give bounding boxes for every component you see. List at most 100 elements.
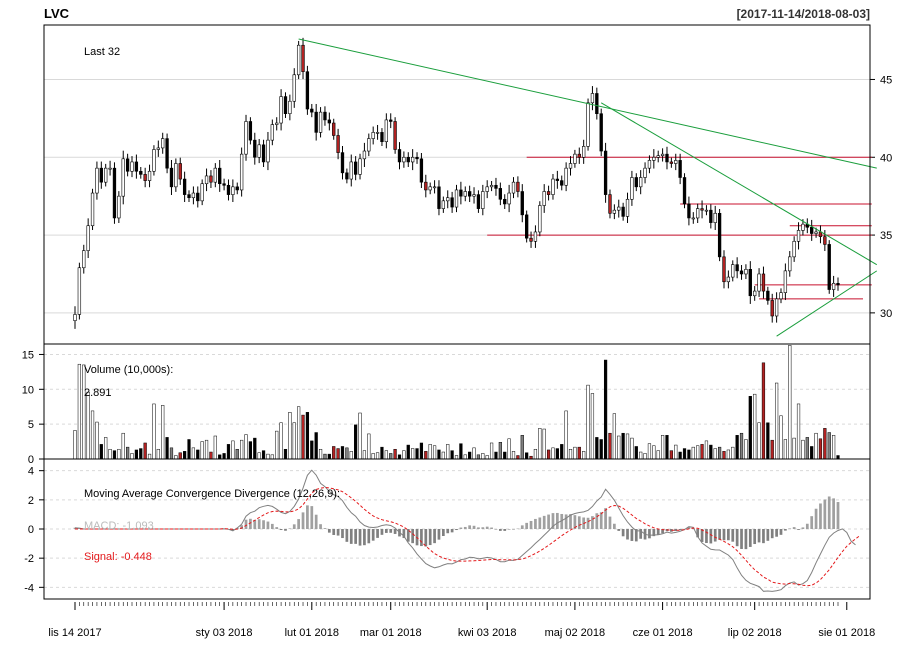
candle-body [375, 132, 380, 134]
volume-bar [362, 450, 367, 460]
macd-histogram-bar [472, 525, 476, 529]
candle-body [463, 191, 467, 197]
volume-bar [90, 410, 95, 460]
candle-body [389, 119, 393, 122]
candle-body [748, 269, 752, 297]
macd-histogram-bar [358, 529, 362, 546]
candle-body [86, 225, 90, 251]
candle-body [643, 167, 647, 178]
macd-histogram-bar [266, 521, 270, 529]
candle-body [599, 113, 603, 152]
candle-body [441, 200, 446, 209]
candle-body [178, 163, 182, 180]
volume-bar [310, 440, 314, 460]
volume-bar [603, 359, 608, 460]
volume-bar [235, 448, 239, 460]
macd-histogram-bar [371, 529, 375, 541]
volume-bar [419, 442, 424, 460]
macd-tick-label: 0 [28, 524, 34, 536]
candle-body [182, 178, 187, 195]
macd-histogram-bar [586, 517, 590, 529]
candle-body [582, 146, 586, 158]
volume-bar [568, 448, 573, 460]
volume-bar [674, 444, 678, 460]
macd-histogram-bar [490, 527, 493, 529]
volume-bar [169, 447, 174, 460]
date-range: [2017-11-14/2018-08-03] [737, 7, 870, 21]
volume-bar [314, 432, 318, 460]
macd-histogram-bar [441, 529, 445, 536]
macd-histogram-bar [380, 529, 384, 535]
volume-bar [774, 382, 779, 460]
candle-body [485, 186, 489, 192]
price-panel [73, 37, 878, 337]
volume-bar [371, 453, 375, 460]
candle-body [117, 195, 121, 219]
candle-body [218, 167, 222, 185]
volume-last-value: 2.891 [84, 387, 112, 399]
volume-bar [468, 451, 472, 460]
volume-bar [261, 450, 266, 460]
macd-histogram-bar [389, 529, 393, 533]
volume-bar [617, 435, 621, 460]
macd-histogram-bar [485, 526, 489, 529]
volume-bar [503, 451, 507, 460]
signal-value-label: Signal: -0.448 [84, 551, 152, 563]
macd-histogram-bar [832, 498, 835, 529]
macd-histogram-bar [792, 527, 796, 529]
macd-histogram-bar [446, 529, 450, 534]
volume-bar [647, 443, 652, 460]
volume-bar [187, 439, 191, 460]
volume-bar [713, 448, 717, 460]
candle-body [516, 181, 520, 192]
macd-histogram-bar [770, 529, 774, 539]
candle-body [669, 161, 674, 164]
volume-bar [739, 432, 744, 460]
volume-bar [279, 422, 283, 460]
volume-bar [178, 452, 182, 460]
candle-body [739, 270, 744, 275]
candle-body [257, 144, 261, 158]
macd-histogram-bar [613, 523, 616, 529]
candle-body [573, 153, 577, 164]
macd-histogram-bar [608, 516, 612, 529]
volume-bar [112, 450, 117, 460]
candle-body [419, 158, 424, 183]
volume-bar [323, 453, 327, 460]
candle-body [656, 155, 660, 158]
candle-body [397, 149, 402, 163]
volume-bar [630, 437, 634, 460]
price-tick-label: 35 [880, 230, 892, 242]
macd-value-label: MACD: -1.093 [84, 520, 154, 532]
x-tick-label: sie 01 2018 [818, 627, 875, 639]
macd-histogram-bar [292, 524, 296, 529]
candle-body [577, 153, 581, 158]
volume-bar [200, 441, 204, 460]
volume-bar [183, 451, 187, 460]
macd-histogram-bar [520, 525, 524, 529]
volume-bar [428, 444, 432, 460]
volume-bar [511, 451, 516, 460]
volume-bar [582, 451, 586, 460]
candle-body [99, 167, 103, 183]
volume-bar [349, 451, 353, 460]
volume-bar [77, 363, 81, 460]
macd-histogram-bar [244, 519, 248, 529]
volume-bar [389, 453, 393, 460]
volume-bar [305, 412, 310, 460]
candle-body [314, 111, 318, 133]
candle-body [134, 161, 139, 172]
volume-bar [99, 444, 103, 460]
volume-bar [476, 454, 481, 460]
macd-histogram-bar [617, 529, 621, 531]
candle-body [161, 138, 165, 149]
macd-histogram-bar [433, 529, 436, 544]
macd-histogram-bar [319, 524, 322, 529]
volume-bar [665, 435, 669, 460]
candle-body [112, 167, 117, 219]
candle-body [696, 208, 700, 219]
macd-histogram-bar [757, 529, 761, 543]
macd-histogram-bar [555, 512, 559, 529]
price-last-label: Last 32 [84, 46, 120, 58]
